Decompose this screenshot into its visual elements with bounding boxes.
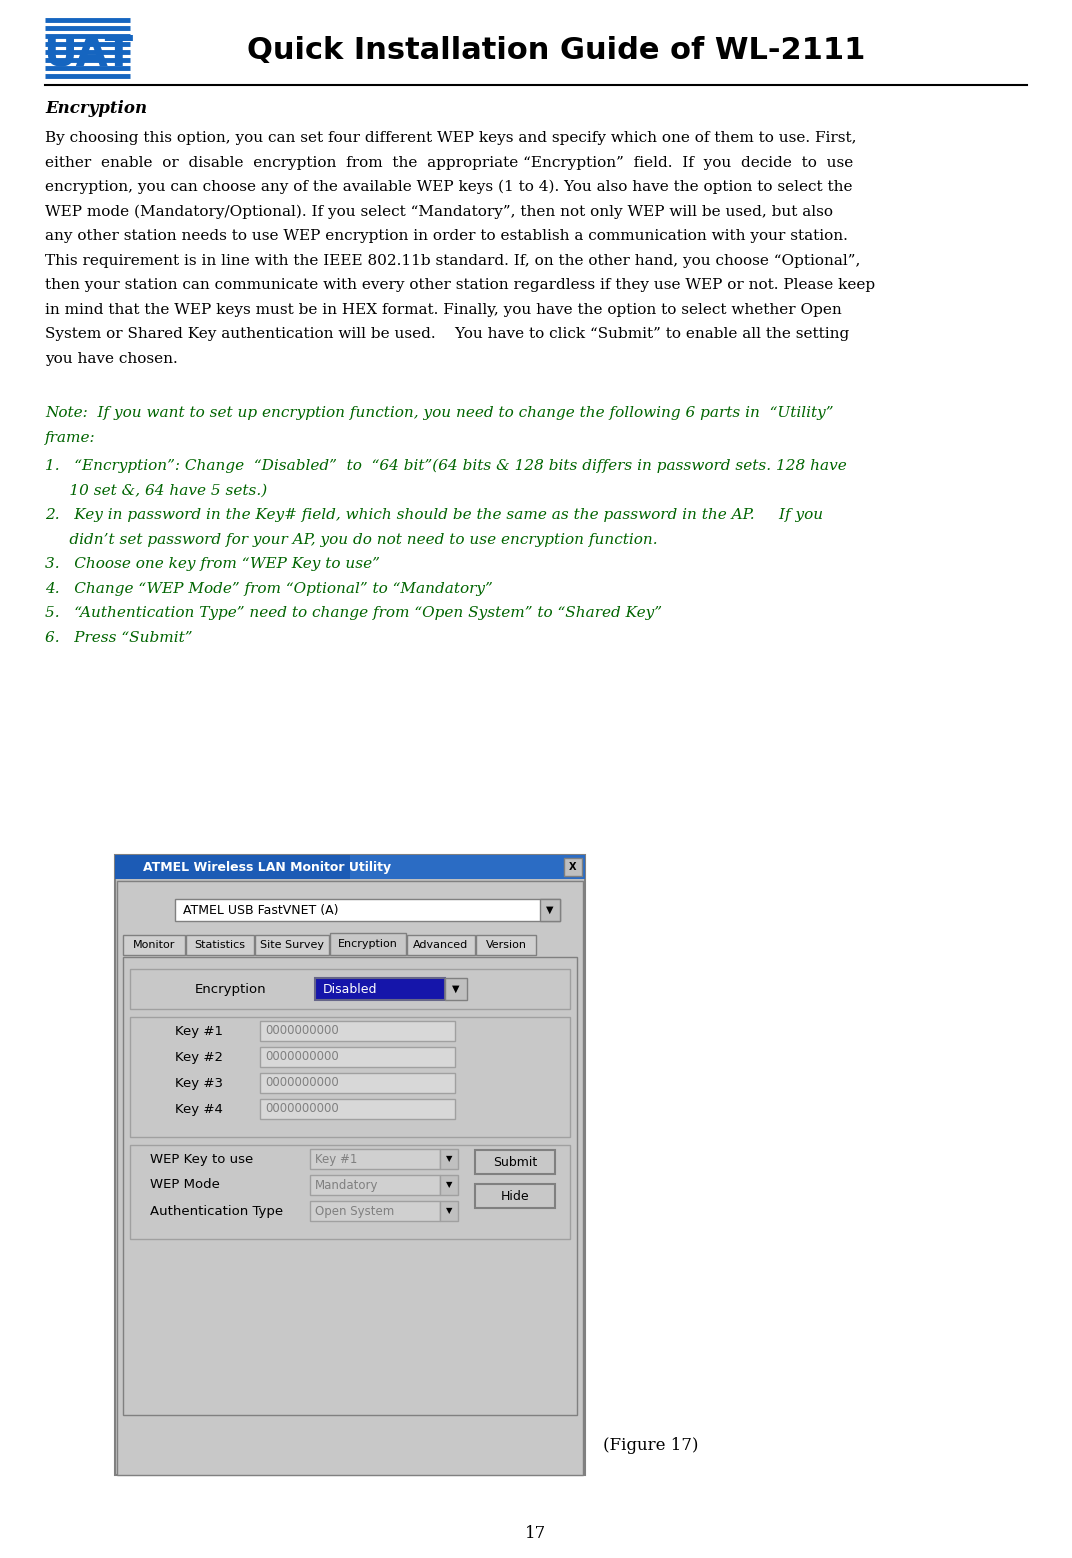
Text: Encryption: Encryption: [338, 939, 398, 949]
Bar: [315, 978, 445, 1000]
Bar: [123, 935, 185, 955]
Text: any other station needs to use WEP encryption in order to establish a communicat: any other station needs to use WEP encry…: [45, 229, 848, 243]
Text: WEP Mode: WEP Mode: [150, 1178, 220, 1192]
Text: 0000000000: 0000000000: [265, 1025, 339, 1038]
Text: Hide: Hide: [501, 1189, 530, 1203]
Text: 6.   Press “Submit”: 6. Press “Submit”: [45, 631, 193, 645]
Text: Note:  If you want to set up encryption function, you need to change the followi: Note: If you want to set up encryption f…: [45, 407, 834, 421]
Bar: [440, 1201, 458, 1221]
Bar: [564, 858, 582, 876]
Bar: [476, 935, 536, 955]
Bar: [260, 1020, 455, 1041]
Text: Statistics: Statistics: [194, 939, 245, 950]
Text: WEP mode (Mandatory/Optional). If you select “Mandatory”, then not only WEP will: WEP mode (Mandatory/Optional). If you se…: [45, 204, 833, 218]
Bar: [310, 1201, 440, 1221]
Bar: [475, 1150, 555, 1175]
Text: System or Shared Key authentication will be used.    You have to click “Submit” : System or Shared Key authentication will…: [45, 327, 849, 341]
Text: ATMEL Wireless LAN Monitor Utility: ATMEL Wireless LAN Monitor Utility: [143, 860, 391, 874]
Text: frame:: frame:: [45, 430, 95, 444]
Text: WEP Key to use: WEP Key to use: [150, 1153, 253, 1165]
Text: encryption, you can choose any of the available WEP keys (1 to 4). You also have: encryption, you can choose any of the av…: [45, 179, 852, 195]
Bar: [310, 1148, 440, 1168]
Text: Authentication Type: Authentication Type: [150, 1204, 283, 1217]
Text: 4.   Change “WEP Mode” from “Optional” to “Mandatory”: 4. Change “WEP Mode” from “Optional” to …: [45, 581, 493, 595]
Text: By choosing this option, you can set four different WEP keys and specify which o: By choosing this option, you can set fou…: [45, 131, 857, 145]
Bar: [260, 1047, 455, 1067]
Bar: [130, 969, 570, 1010]
Text: X: X: [569, 862, 577, 872]
Text: in mind that the WEP keys must be in HEX format. Finally, you have the option to: in mind that the WEP keys must be in HEX…: [45, 302, 842, 316]
Text: either  enable  or  disable  encryption  from  the  appropriate “Encryption”  fi: either enable or disable encryption from…: [45, 156, 853, 170]
Text: Open System: Open System: [315, 1204, 394, 1217]
Text: 3.   Choose one key from “WEP Key to use”: 3. Choose one key from “WEP Key to use”: [45, 558, 379, 570]
Bar: [540, 899, 560, 921]
Bar: [260, 1073, 455, 1094]
Bar: [440, 1148, 458, 1168]
Bar: [255, 935, 329, 955]
Bar: [349, 855, 585, 879]
Text: 0000000000: 0000000000: [265, 1103, 339, 1116]
Text: 0000000000: 0000000000: [265, 1077, 339, 1089]
Text: 1.   “Encryption”: Change  “Disabled”  to  “64 bit”(64 bits & 128 bits differs i: 1. “Encryption”: Change “Disabled” to “6…: [45, 458, 847, 474]
Text: UAT: UAT: [43, 33, 133, 73]
Text: you have chosen.: you have chosen.: [45, 352, 178, 366]
Bar: [130, 1017, 570, 1137]
Text: Key #1: Key #1: [315, 1153, 357, 1165]
Bar: [115, 855, 585, 879]
Text: 17: 17: [525, 1524, 547, 1541]
Bar: [475, 1184, 555, 1207]
Text: ▼: ▼: [446, 1206, 452, 1215]
Bar: [310, 1175, 440, 1195]
Text: Key #1: Key #1: [175, 1025, 223, 1038]
Bar: [440, 1175, 458, 1195]
Text: This requirement is in line with the IEEE 802.11b standard. If, on the other han: This requirement is in line with the IEE…: [45, 254, 861, 268]
Bar: [117, 880, 583, 1475]
Text: then your station can communicate with every other station regardless if they us: then your station can communicate with e…: [45, 277, 875, 291]
Bar: [187, 935, 254, 955]
Bar: [260, 1098, 455, 1119]
Text: Encryption: Encryption: [195, 983, 267, 996]
Text: didn’t set password for your AP, you do not need to use encryption function.: didn’t set password for your AP, you do …: [45, 533, 657, 547]
Text: 0000000000: 0000000000: [265, 1050, 339, 1064]
Text: Advanced: Advanced: [414, 939, 468, 950]
Text: 5.   “Authentication Type” need to change from “Open System” to “Shared Key”: 5. “Authentication Type” need to change …: [45, 606, 662, 620]
Bar: [445, 978, 467, 1000]
Text: ▼: ▼: [446, 1154, 452, 1164]
Bar: [407, 935, 475, 955]
Text: 2.   Key in password in the Key# field, which should be the same as the password: 2. Key in password in the Key# field, wh…: [45, 508, 823, 522]
Text: Key #2: Key #2: [175, 1050, 223, 1064]
Text: Version: Version: [486, 939, 526, 950]
Text: ▼: ▼: [547, 905, 554, 915]
Text: Encryption: Encryption: [45, 100, 147, 117]
Text: Mandatory: Mandatory: [315, 1178, 378, 1192]
Text: ATMEL USB FastVNET (A): ATMEL USB FastVNET (A): [183, 904, 339, 916]
Bar: [175, 899, 560, 921]
Text: Key #4: Key #4: [175, 1103, 223, 1116]
Text: (Figure 17): (Figure 17): [602, 1436, 699, 1454]
Text: 10 set &, 64 have 5 sets.): 10 set &, 64 have 5 sets.): [45, 483, 267, 497]
Bar: [130, 1145, 570, 1239]
Bar: [330, 933, 406, 955]
Text: Key #3: Key #3: [175, 1077, 223, 1089]
Text: Monitor: Monitor: [133, 939, 175, 950]
Bar: [115, 855, 585, 1475]
Text: Site Survey: Site Survey: [260, 939, 324, 950]
Text: ▼: ▼: [446, 1181, 452, 1189]
Text: Disabled: Disabled: [323, 983, 377, 996]
Bar: [123, 957, 577, 1415]
Text: ▼: ▼: [452, 985, 460, 994]
Text: Quick Installation Guide of WL-2111: Quick Installation Guide of WL-2111: [247, 36, 865, 64]
Text: Submit: Submit: [493, 1156, 537, 1168]
